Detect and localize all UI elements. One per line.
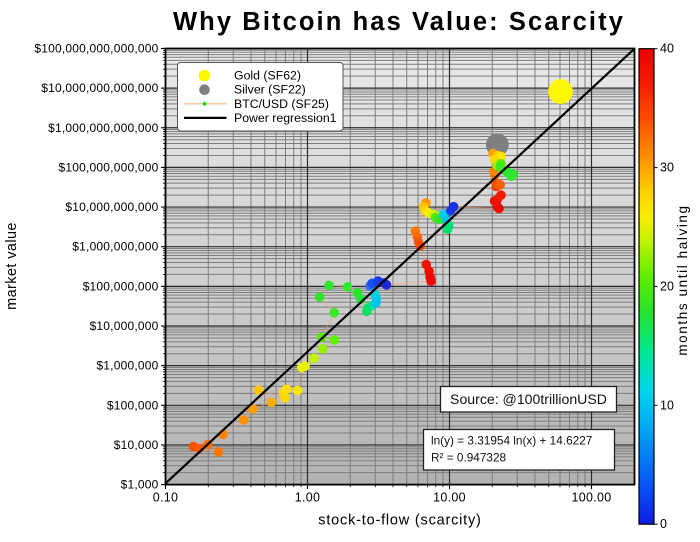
svg-text:months until halving: months until halving: [675, 204, 690, 355]
svg-text:R² = 0.947328: R² = 0.947328: [431, 451, 507, 465]
svg-text:BTC/USD (SF25): BTC/USD (SF25): [234, 97, 329, 111]
svg-text:$1,000: $1,000: [121, 478, 159, 492]
svg-text:100.00: 100.00: [571, 491, 611, 505]
svg-text:$100,000,000,000: $100,000,000,000: [59, 160, 159, 174]
svg-text:$1,000,000,000,000: $1,000,000,000,000: [48, 121, 158, 135]
svg-text:$100,000,000: $100,000,000: [83, 279, 159, 293]
svg-text:Gold (SF62): Gold (SF62): [234, 69, 301, 83]
svg-text:$100,000: $100,000: [107, 398, 159, 412]
svg-text:ln(y) = 3.31954 ln(x) + 14.622: ln(y) = 3.31954 ln(x) + 14.6227: [431, 434, 592, 448]
svg-text:40: 40: [660, 42, 674, 56]
svg-text:$1,000,000: $1,000,000: [96, 359, 158, 373]
svg-text:$1,000,000,000: $1,000,000,000: [72, 240, 158, 254]
svg-text:Silver (SF22): Silver (SF22): [234, 83, 306, 97]
svg-text:10.00: 10.00: [433, 491, 466, 505]
svg-text:1.00: 1.00: [295, 491, 321, 505]
svg-text:20: 20: [660, 279, 674, 293]
svg-text:Why Bitcoin has Value: Scarcit: Why Bitcoin has Value: Scarcity: [173, 8, 625, 36]
svg-text:stock-to-flow (scarcity): stock-to-flow (scarcity): [318, 513, 481, 529]
svg-text:$10,000: $10,000: [114, 438, 159, 452]
svg-text:$100,000,000,000,000: $100,000,000,000,000: [34, 42, 158, 56]
svg-text:Power regression1: Power regression1: [234, 111, 337, 125]
svg-text:10: 10: [660, 398, 674, 412]
svg-text:market value: market value: [4, 222, 20, 310]
svg-text:$10,000,000: $10,000,000: [90, 319, 159, 333]
svg-text:30: 30: [660, 161, 674, 175]
svg-text:0: 0: [660, 517, 667, 531]
svg-text:0.10: 0.10: [153, 491, 179, 505]
svg-text:$10,000,000,000: $10,000,000,000: [65, 200, 158, 214]
svg-text:Source: @100trillionUSD: Source: @100trillionUSD: [450, 391, 607, 407]
svg-text:$10,000,000,000,000: $10,000,000,000,000: [41, 81, 158, 95]
